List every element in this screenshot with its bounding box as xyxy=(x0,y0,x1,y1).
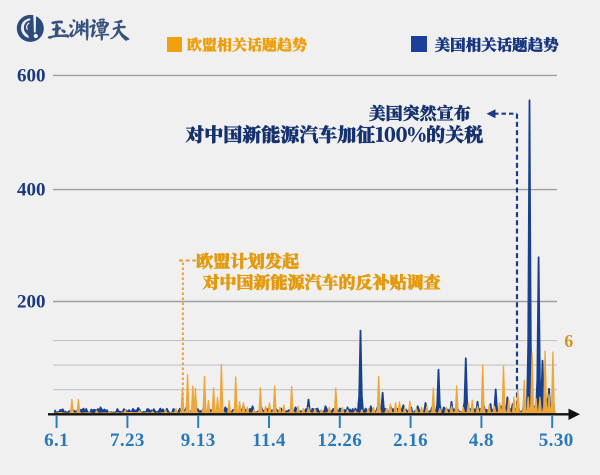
svg-text:600: 600 xyxy=(17,65,46,86)
svg-text:400: 400 xyxy=(17,180,46,201)
svg-text:12.26: 12.26 xyxy=(317,430,362,451)
svg-text:7.23: 7.23 xyxy=(110,430,145,451)
svg-text:200: 200 xyxy=(17,292,46,313)
svg-text:5.30: 5.30 xyxy=(539,430,574,451)
svg-text:11.4: 11.4 xyxy=(252,430,286,451)
svg-text:9.13: 9.13 xyxy=(181,430,216,451)
svg-text:4.8: 4.8 xyxy=(469,430,494,451)
svg-text:6: 6 xyxy=(564,331,573,351)
svg-text:6.1: 6.1 xyxy=(44,430,69,451)
svg-text:2.16: 2.16 xyxy=(393,430,428,451)
